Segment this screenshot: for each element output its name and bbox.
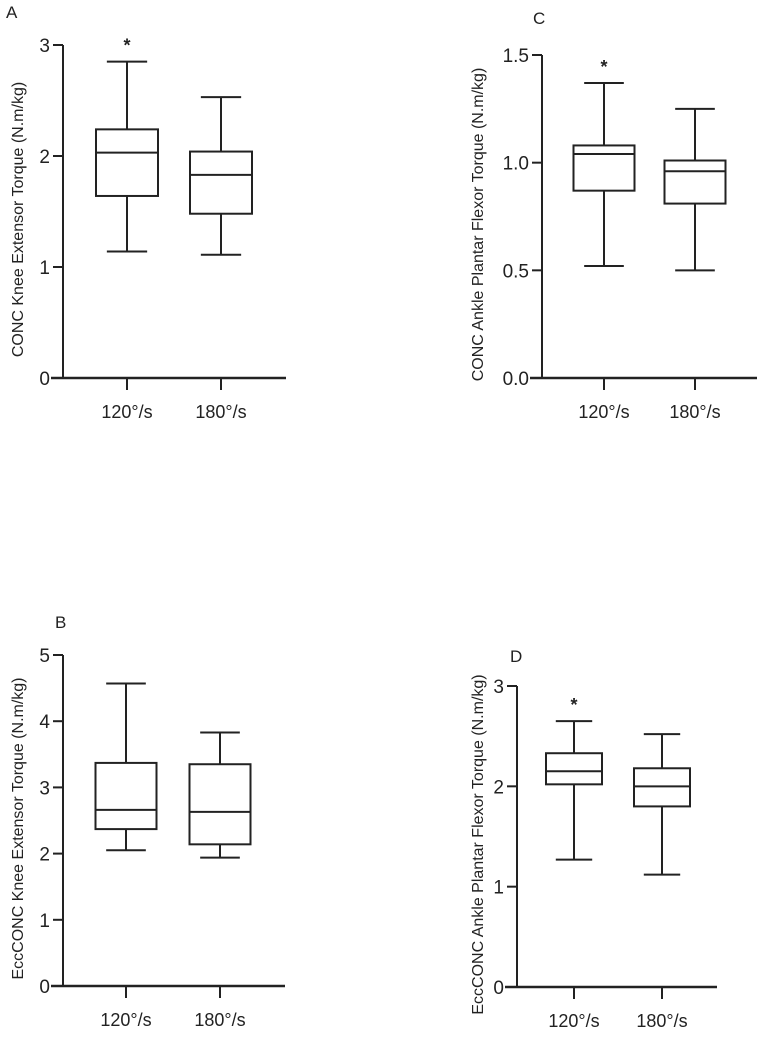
panel-label: B: [55, 613, 66, 632]
significance-marker: *: [123, 36, 130, 56]
x-tick-label: 180°/s: [194, 1010, 245, 1030]
y-tick-label: 3: [39, 778, 50, 799]
y-tick-label: 1: [39, 258, 50, 279]
y-tick-label: 3: [493, 677, 504, 698]
box-iqr: [545, 752, 603, 786]
x-tick-label: 180°/s: [195, 402, 246, 422]
y-axis-title: CONC Ankle Plantar Flexor Torque (N.m/kg…: [470, 68, 487, 382]
x-tick-label: 120°/s: [548, 1011, 599, 1031]
y-tick-label: 0: [39, 977, 50, 998]
y-tick-label: 0.5: [503, 261, 529, 282]
y-tick-label: 3: [39, 36, 50, 57]
y-tick-label: 0.0: [503, 369, 529, 390]
y-axis-title: CONC Knee Extensor Torque (N.m/kg): [10, 82, 27, 357]
y-tick-label: 1: [39, 911, 50, 932]
box-iqr: [94, 761, 158, 831]
significance-marker: *: [570, 695, 577, 715]
y-tick-label: 0: [39, 369, 50, 390]
x-tick-label: 120°/s: [578, 402, 629, 422]
y-tick-label: 2: [39, 845, 50, 866]
box-iqr: [663, 159, 727, 205]
y-axis-title: EccCONC Ankle Plantar Flexor Torque (N.m…: [470, 674, 487, 1014]
y-tick-label: 2: [493, 777, 504, 798]
x-tick-label: 120°/s: [101, 402, 152, 422]
x-tick-label: 180°/s: [636, 1011, 687, 1031]
box-iqr: [572, 144, 636, 192]
x-tick-label: 180°/s: [669, 402, 720, 422]
box-iqr: [633, 767, 691, 808]
y-axis-title: EccCONC Knee Extensor Torque (N.m/kg): [10, 677, 27, 979]
box-iqr: [95, 128, 159, 197]
y-tick-label: 0: [493, 978, 504, 999]
y-tick-label: 1: [493, 878, 504, 899]
y-tick-label: 1.0: [503, 154, 529, 175]
panel-label: C: [533, 9, 545, 28]
panel-label: D: [510, 647, 522, 666]
y-tick-label: 5: [39, 646, 50, 667]
y-tick-label: 2: [39, 147, 50, 168]
y-tick-label: 4: [39, 712, 50, 733]
x-tick-label: 120°/s: [100, 1010, 151, 1030]
box-iqr: [188, 763, 252, 846]
panel-label: A: [6, 3, 18, 22]
y-tick-label: 1.5: [503, 46, 529, 67]
significance-marker: *: [600, 57, 607, 77]
box-iqr: [189, 150, 253, 215]
